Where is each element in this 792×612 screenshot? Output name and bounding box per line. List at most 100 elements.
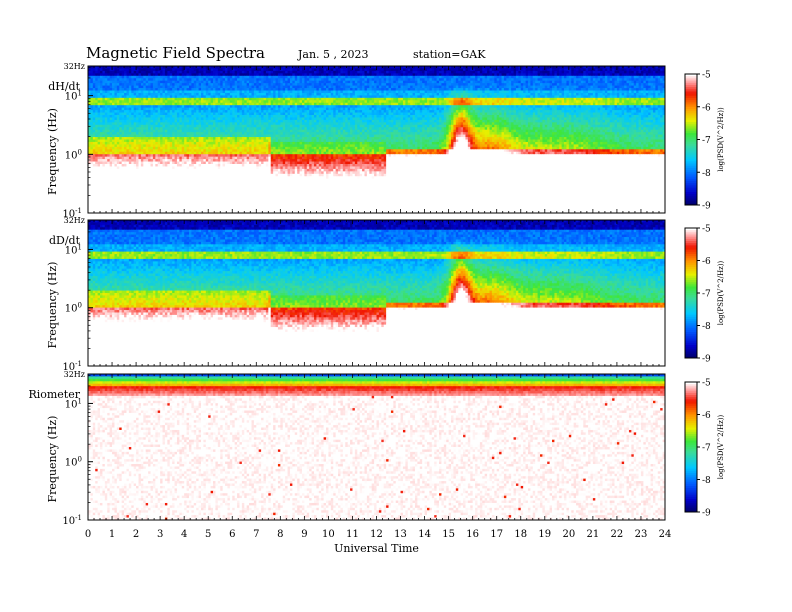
heatmap-cell [165, 76, 168, 79]
heatmap-cell [328, 86, 331, 89]
heatmap-cell [261, 88, 264, 91]
heatmap-cell [511, 100, 514, 103]
heatmap-cell [225, 81, 228, 84]
heatmap-cell [232, 81, 235, 84]
heatmap-cell [502, 78, 505, 81]
heatmap-cell [292, 88, 295, 91]
heatmap-cell [300, 105, 303, 108]
heatmap-cell [451, 81, 454, 84]
heatmap-cell [288, 71, 291, 74]
heatmap-cell [504, 78, 507, 81]
heatmap-cell [148, 78, 151, 81]
heatmap-cell [182, 76, 185, 79]
heatmap-cell [369, 71, 372, 74]
heatmap-cell [393, 71, 396, 74]
heatmap-cell [634, 91, 637, 94]
heatmap-cell [326, 81, 329, 84]
heatmap-cell [278, 98, 281, 101]
heatmap-cell [374, 81, 377, 84]
heatmap-cell [343, 68, 346, 71]
heatmap-cell [449, 88, 452, 91]
heatmap-cell [453, 88, 456, 91]
heatmap-cell [379, 88, 382, 91]
heatmap-cell [328, 88, 331, 91]
heatmap-cell [249, 78, 252, 81]
heatmap-cell [477, 95, 480, 98]
heatmap-cell [533, 68, 536, 71]
heatmap-cell [292, 93, 295, 96]
heatmap-cell [126, 76, 129, 79]
heatmap-cell [155, 100, 158, 103]
heatmap-cell [415, 93, 418, 96]
heatmap-cell [110, 71, 113, 74]
heatmap-cell [266, 81, 269, 84]
heatmap-cell [331, 100, 334, 103]
heatmap-cell [403, 83, 406, 86]
heatmap-cell [290, 76, 293, 79]
heatmap-cell [316, 105, 319, 108]
heatmap-cell [175, 100, 178, 103]
heatmap-cell [602, 100, 605, 103]
heatmap-cell [276, 95, 279, 98]
heatmap-cell [653, 95, 656, 98]
heatmap-cell [158, 98, 161, 101]
heatmap-cell [619, 83, 622, 86]
heatmap-cell [239, 86, 242, 89]
heatmap-cell [386, 91, 389, 94]
heatmap-cell [256, 91, 259, 94]
heatmap-cell [129, 71, 132, 74]
heatmap-cell [526, 83, 529, 86]
heatmap-cell [251, 95, 254, 98]
heatmap-cell [475, 95, 478, 98]
heatmap-cell [290, 86, 293, 89]
heatmap-cell [235, 105, 238, 108]
heatmap-cell [571, 88, 574, 91]
heatmap-cell [324, 83, 327, 86]
heatmap-cell [297, 73, 300, 76]
heatmap-cell [434, 98, 437, 101]
heatmap-cell [485, 100, 488, 103]
heatmap-cell [506, 78, 509, 81]
heatmap-cell [429, 68, 432, 71]
heatmap-cell [203, 86, 206, 89]
heatmap-cell [316, 78, 319, 81]
heatmap-cell [379, 76, 382, 79]
heatmap-cell [367, 91, 370, 94]
heatmap-cell [432, 108, 435, 111]
heatmap-cell [160, 83, 163, 86]
heatmap-cell [562, 91, 565, 94]
heatmap-cell [117, 78, 120, 81]
heatmap-cell [326, 95, 329, 98]
heatmap-cell [134, 71, 137, 74]
heatmap-cell [564, 105, 567, 108]
heatmap-cell [562, 95, 565, 98]
heatmap-cell [393, 76, 396, 79]
heatmap-cell [624, 73, 627, 76]
heatmap-cell [107, 78, 110, 81]
heatmap-cell [160, 98, 163, 101]
heatmap-cell [369, 68, 372, 71]
heatmap-cell [482, 108, 485, 111]
heatmap-cell [622, 86, 625, 89]
heatmap-cell [271, 91, 274, 94]
heatmap-cell [314, 81, 317, 84]
heatmap-cell [295, 78, 298, 81]
heatmap-cell [578, 81, 581, 84]
heatmap-cell [319, 83, 322, 86]
heatmap-cell [199, 95, 202, 98]
heatmap-cell [215, 105, 218, 108]
heatmap-cell [465, 76, 468, 79]
heatmap-cell [468, 100, 471, 103]
heatmap-cell [170, 103, 173, 106]
heatmap-cell [564, 95, 567, 98]
heatmap-cell [377, 76, 380, 79]
heatmap-cell [468, 83, 471, 86]
heatmap-cell [396, 98, 399, 101]
heatmap-cell [182, 88, 185, 91]
heatmap-cell [285, 78, 288, 81]
heatmap-cell [627, 95, 630, 98]
heatmap-cell [141, 100, 144, 103]
heatmap-cell [381, 95, 384, 98]
heatmap-cell [136, 73, 139, 76]
heatmap-cell [538, 100, 541, 103]
